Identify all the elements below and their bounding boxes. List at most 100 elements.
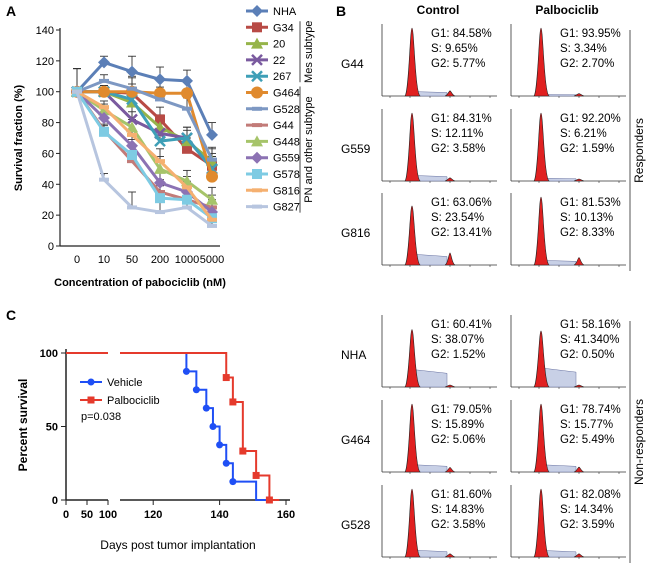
legend-group-label: PN and other subtype [303,96,315,202]
legend-label: 267 [273,71,291,83]
panel-label-c: C [6,307,16,323]
km-series-vehicle [66,352,267,501]
legend-label: G578 [273,169,300,181]
series-marker [99,78,109,83]
hist-g1-peak [533,488,550,558]
column-header: Palbociclib [535,3,598,17]
legend-item-g578: G578 [246,169,300,181]
km-legend-label: Palbociclib [107,395,160,407]
group-label: Non-responders [632,399,646,485]
series-marker [206,193,218,205]
g2-value: G2: 1.52% [431,349,485,361]
row-label: G464 [341,433,371,447]
km-step-line [120,352,280,501]
histogram-cell: G1: 84.58% S: 9.65% G2: 5.77% [381,24,497,98]
hist-g1-peak [404,329,421,388]
g2-value: G2: 2.70% [560,58,614,70]
legend-label: G816 [273,185,300,197]
hist-g2-peak [444,384,456,388]
y-tick-label: 20 [42,210,54,222]
km-marker [239,447,247,455]
x-axis-label: Concentration of pabociclib (nM) [54,277,226,289]
hist-g2-peak [573,553,585,558]
hist-g1-peak [404,205,421,266]
series-marker [181,132,193,144]
histogram-cell: G1: 78.74% S: 15.77% G2: 5.49% [510,400,626,474]
series-marker [251,135,263,147]
series-marker [207,223,217,228]
km-x-tick-label: 120 [144,509,162,521]
km-x-tick-label: 0 [63,509,69,521]
series-marker [252,123,262,128]
s-value: S: 12.11% [431,128,483,140]
legend-label: 22 [273,55,285,67]
s-value: S: 38.07% [431,334,484,346]
legend-label: G827 [273,202,300,214]
s-value: S: 6.21% [560,128,607,140]
series-marker [99,126,109,137]
km-x-tick-label: 50 [81,509,93,521]
series-marker [251,86,263,99]
g1-value: G1: 84.58% [431,28,492,40]
row-label: G816 [341,226,371,240]
legend-label: G34 [273,22,294,34]
y-tick-label: 80 [42,118,54,130]
series-marker [127,205,137,210]
histogram-cell: G1: 63.06% S: 23.54% G2: 13.41% [381,193,497,267]
km-legend-marker [87,396,95,404]
km-marker [252,471,260,479]
hist-s-phase [544,550,577,558]
x-tick-label: 10 [98,254,110,266]
hist-g1-peak [533,27,550,97]
hist-g2-peak [573,178,585,182]
legend-label: 20 [273,39,285,51]
legend-group-label: Mes subtype [303,21,315,83]
s-value: S: 41.340% [560,334,619,346]
km-x-tick-label: 100 [99,509,117,521]
g2-value: G2: 13.41% [431,227,492,239]
y-tick-label: 140 [36,25,54,37]
hist-g1-peak [404,488,421,558]
s-value: S: 10.13% [560,212,613,224]
legend-label: G448 [273,136,300,148]
s-value: S: 14.83% [431,504,484,516]
row-label: G559 [341,142,371,156]
panel-label-b: B [336,3,346,19]
histogram-cell: G1: 58.16% S: 41.340% G2: 0.50% [510,315,626,389]
hist-g2-peak [573,257,585,266]
series-marker [154,87,166,100]
y-tick-label: 0 [48,241,54,253]
series-marker [126,121,138,133]
hist-g1-peak [533,196,550,266]
km-marker [192,386,200,394]
series-marker [182,205,192,210]
hist-g2-peak [444,252,456,266]
hist-s-phase [544,260,577,266]
km-y-tick-label: 50 [46,422,58,434]
hist-g1-peak [404,403,421,473]
legend-item-g816: G816 [246,185,300,197]
series-marker [98,85,110,98]
hist-g2-peak [573,466,585,473]
series-marker [126,139,138,152]
series-marker [181,87,193,100]
series-marker [252,169,262,179]
km-series-palbociclib [66,352,280,504]
hist-s-phase [415,369,448,388]
series-marker [155,190,165,194]
series-marker [155,210,165,215]
s-value: S: 14.34% [560,504,613,516]
legend-item-g559: G559 [246,151,300,165]
km-legend-label: Vehicle [107,377,142,389]
y-tick-label: 120 [36,56,54,68]
series-marker [72,89,82,94]
g1-value: G1: 82.08% [560,489,621,501]
series-marker [182,185,192,190]
series-marker [154,73,166,86]
legend-label: G528 [273,104,300,116]
hist-g1-peak [533,330,550,388]
s-value: S: 15.89% [431,419,484,431]
x-tick-label: 5000 [200,254,224,266]
series-marker [154,162,166,174]
x-tick-label: 50 [126,254,138,266]
